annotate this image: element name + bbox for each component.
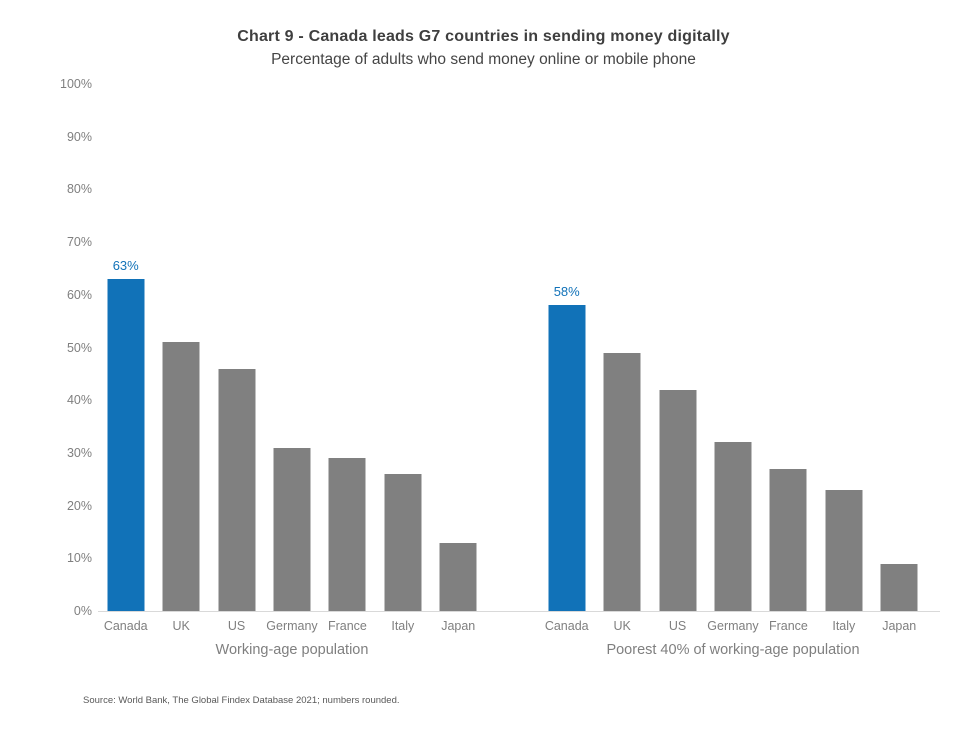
bar-italy-group2	[825, 489, 863, 611]
bar-cell-japan	[872, 84, 927, 611]
bar-canada-group1	[107, 279, 145, 611]
category-label-uk: UK	[613, 619, 631, 633]
bar-france-group1	[328, 458, 366, 611]
bar-value-label-canada-group2: 58%	[553, 284, 580, 300]
category-label-canada: Canada	[103, 619, 148, 633]
y-tick-label: 90%	[66, 129, 92, 144]
category-label-italy: Italy	[391, 619, 415, 633]
y-tick-label: 20%	[66, 498, 92, 513]
bar-canada-group2	[548, 305, 586, 611]
y-tick-label: 0%	[73, 604, 92, 618]
bar-cell-france	[761, 84, 816, 611]
category-label-germany: Germany	[266, 619, 318, 633]
category-label-italy: Italy	[832, 619, 856, 633]
category-axis-working-age: Canada UK US Germany France Italy Japan	[98, 619, 486, 635]
bar-cell-canada: 63%	[98, 84, 153, 611]
bar-germany-group1	[273, 447, 311, 611]
bar-germany-group2	[714, 442, 752, 611]
bar-cell-germany	[705, 84, 760, 611]
y-tick-label: 100%	[60, 77, 92, 91]
chart-title: Chart 9 - Canada leads G7 countries in s…	[237, 28, 730, 45]
group-label-working-age: Working-age population	[215, 642, 369, 658]
bar-cell-uk	[153, 84, 208, 611]
bar-cell-italy	[375, 84, 430, 611]
bar-cell-us	[209, 84, 264, 611]
bar-cell-japan	[431, 84, 486, 611]
bar-japan-group2	[880, 563, 918, 611]
group-label-poorest-40: Poorest 40% of working-age population	[606, 642, 860, 658]
chart-subtitle: Percentage of adults who send money onli…	[271, 51, 696, 68]
bar-france-group2	[769, 468, 807, 611]
source-note: Source: World Bank, The Global Findex Da…	[83, 695, 400, 706]
bar-italy-group1	[384, 473, 422, 611]
y-tick-label: 10%	[66, 551, 92, 566]
plot-area: 63% 58%	[98, 84, 940, 612]
bar-value-label-canada-group1: 63%	[112, 258, 139, 273]
y-tick-label: 40%	[66, 393, 92, 408]
category-label-japan: Japan	[882, 619, 917, 633]
bar-uk-group2	[603, 352, 641, 611]
bar-japan-group1	[439, 542, 477, 611]
y-tick-label: 70%	[66, 235, 92, 250]
category-label-canada: Canada	[544, 619, 589, 633]
category-label-uk: UK	[172, 619, 190, 633]
y-axis: 0% 10% 20% 30% 40% 50% 60% 70% 80% 90% 100%	[0, 0, 92, 738]
bar-uk-group1	[162, 342, 200, 611]
y-tick-label: 30%	[66, 445, 92, 460]
bar-cell-uk	[594, 84, 649, 611]
bar-group-poorest-40: 58%	[539, 84, 927, 611]
bar-us-group1	[218, 368, 256, 611]
y-tick-label: 60%	[66, 287, 92, 302]
bar-cell-us	[650, 84, 705, 611]
bar-cell-italy	[816, 84, 871, 611]
category-label-germany: Germany	[707, 619, 759, 633]
y-tick-label: 50%	[66, 340, 92, 355]
category-label-france: France	[768, 619, 808, 633]
bar-cell-germany	[264, 84, 319, 611]
category-label-us: US	[227, 619, 246, 633]
bar-us-group2	[659, 389, 697, 611]
category-axis-poorest-40: Canada UK US Germany France Italy Japan	[539, 619, 927, 635]
category-label-japan: Japan	[441, 619, 476, 633]
y-tick-label: 80%	[66, 182, 92, 197]
bar-cell-france	[320, 84, 375, 611]
bar-cell-canada: 58%	[539, 84, 594, 611]
bar-group-working-age: 63%	[98, 84, 486, 611]
category-label-us: US	[668, 619, 687, 633]
category-label-france: France	[327, 619, 367, 633]
